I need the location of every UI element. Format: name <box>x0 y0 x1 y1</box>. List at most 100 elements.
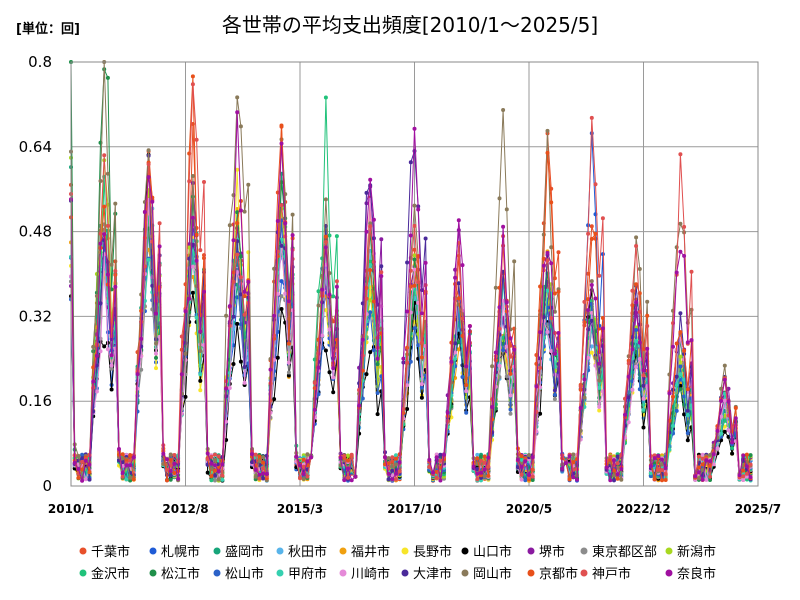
data-point <box>154 311 158 316</box>
data-point <box>541 263 546 268</box>
data-point <box>364 372 369 377</box>
legend-marker <box>461 569 469 577</box>
data-point <box>678 311 683 316</box>
data-point <box>150 199 155 204</box>
data-point <box>383 455 387 460</box>
data-point <box>242 209 247 214</box>
data-point <box>552 388 557 393</box>
data-point <box>678 383 683 388</box>
data-point <box>453 341 458 346</box>
legend-marker <box>213 569 221 577</box>
data-point <box>80 452 85 457</box>
data-point <box>523 459 528 464</box>
data-point <box>213 452 217 457</box>
data-point <box>589 236 594 241</box>
data-point <box>475 456 480 461</box>
data-point <box>390 455 395 460</box>
data-point <box>187 296 192 301</box>
data-point <box>490 364 495 369</box>
data-point <box>726 399 731 404</box>
data-point <box>541 256 546 261</box>
data-point <box>685 431 690 436</box>
data-point <box>316 303 321 308</box>
data-point <box>626 361 631 366</box>
data-point <box>637 267 642 271</box>
data-point <box>412 326 417 331</box>
data-point <box>312 407 317 412</box>
data-point <box>298 463 302 468</box>
data-point <box>305 474 310 479</box>
data-point <box>589 279 594 284</box>
data-point <box>663 466 668 470</box>
data-point <box>589 224 594 229</box>
data-point <box>453 356 458 361</box>
data-point <box>346 466 350 471</box>
data-point <box>323 348 328 353</box>
data-point <box>331 294 336 299</box>
data-point <box>504 207 509 212</box>
data-point <box>593 296 598 301</box>
data-point <box>253 474 258 479</box>
data-point <box>312 380 317 385</box>
data-point <box>320 287 325 292</box>
data-point <box>578 384 583 389</box>
legend-marker <box>276 547 284 555</box>
legend-item: 札幌市 <box>149 544 200 560</box>
data-point <box>120 474 125 479</box>
data-point <box>416 280 421 285</box>
data-point <box>700 452 705 457</box>
data-point <box>220 473 225 478</box>
data-point <box>464 410 469 415</box>
data-point <box>379 274 384 279</box>
data-point <box>671 344 675 349</box>
legend-marker <box>401 569 409 577</box>
data-point <box>512 259 517 264</box>
chart-title: 各世帯の平均支出頻度[2010/1～2025/5] <box>222 13 598 37</box>
data-point <box>286 370 291 375</box>
data-point <box>416 254 421 258</box>
data-point <box>663 472 668 476</box>
data-point <box>408 160 413 165</box>
data-point <box>648 471 653 476</box>
data-point <box>582 299 587 304</box>
data-point <box>519 464 524 469</box>
data-point <box>194 137 199 142</box>
data-point <box>508 336 513 341</box>
data-point <box>493 285 498 290</box>
data-point <box>423 260 428 265</box>
data-point <box>172 461 177 466</box>
data-point <box>645 346 650 351</box>
data-point <box>674 341 679 346</box>
data-point <box>497 326 502 331</box>
data-point <box>615 461 620 466</box>
data-point <box>179 334 184 339</box>
data-point <box>379 264 384 269</box>
data-point <box>346 458 350 463</box>
data-point <box>109 363 114 368</box>
data-point <box>423 236 428 241</box>
data-point <box>87 477 92 482</box>
data-point <box>645 324 650 328</box>
data-point <box>593 182 598 187</box>
data-point <box>641 383 646 388</box>
data-point <box>493 350 498 355</box>
data-point <box>131 455 136 460</box>
data-point <box>261 471 266 476</box>
data-point <box>626 420 631 425</box>
data-point <box>530 474 535 479</box>
data-point <box>456 218 461 223</box>
data-point <box>113 284 118 289</box>
data-point <box>375 356 380 361</box>
data-point <box>394 456 398 461</box>
data-point <box>541 232 546 237</box>
data-point <box>719 431 724 436</box>
data-point <box>726 386 731 391</box>
data-point <box>571 475 576 480</box>
data-point <box>128 458 133 463</box>
data-point <box>504 374 509 379</box>
data-point <box>98 241 103 246</box>
data-point <box>645 299 650 304</box>
data-point <box>744 452 749 457</box>
data-point <box>722 413 727 418</box>
data-point <box>105 347 110 352</box>
